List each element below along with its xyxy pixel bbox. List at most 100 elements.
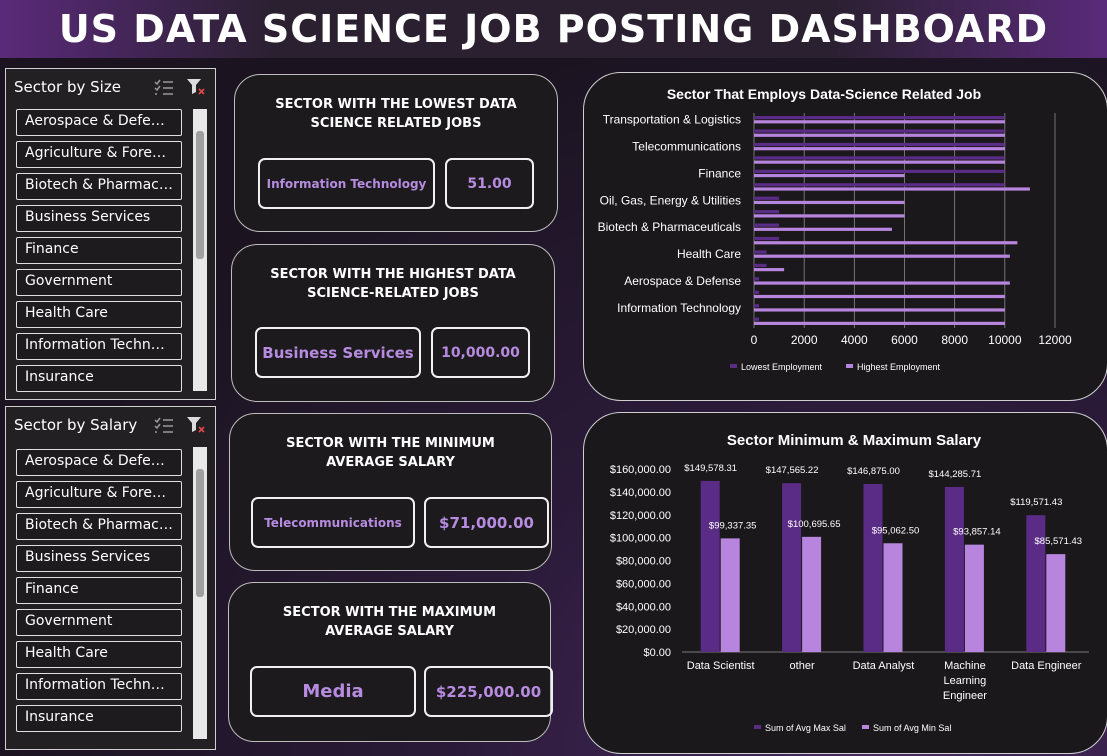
bar-highest-employment xyxy=(754,294,1005,299)
scrollbar-thumb[interactable] xyxy=(196,131,204,259)
legend-swatch-max xyxy=(754,725,761,729)
bar-highest-employment xyxy=(754,200,905,205)
legend-label-min: Sum of Avg Min Sal xyxy=(873,723,951,733)
slicer-item[interactable]: Finance xyxy=(16,577,182,604)
slicer-scrollbar[interactable] xyxy=(193,109,207,391)
clear-filter-icon[interactable] xyxy=(185,415,207,435)
card-max-salary: SECTOR WITH THE MAXIMUM AVERAGE SALARY M… xyxy=(228,582,553,742)
slicer-title: Sector by Salary xyxy=(14,416,138,434)
slicer-item[interactable]: Agriculture & Forestry xyxy=(16,141,182,168)
slicer-item[interactable]: Insurance xyxy=(16,365,182,392)
chart-salary: Sector Minimum & Maximum Salary $0.00 $20,… xyxy=(610,432,1089,733)
legend-swatch-highest xyxy=(846,364,853,368)
bar-lowest-employment xyxy=(754,263,767,268)
x-tick-label: 0 xyxy=(751,333,758,347)
data-label-min: $85,571.43 xyxy=(1035,536,1083,547)
bar-lowest-employment xyxy=(754,290,760,294)
bar-lowest-employment xyxy=(754,317,760,321)
y-category-label: Health Care xyxy=(677,247,741,261)
slicer-item[interactable]: Finance xyxy=(16,237,182,264)
data-label-max: $149,578.31 xyxy=(684,463,737,474)
sector-name-box: Telecommunications xyxy=(251,497,415,548)
slicer-item[interactable]: Information Technology xyxy=(16,673,182,700)
x-tick-label: 6000 xyxy=(891,333,918,347)
card-min-salary: SECTOR WITH THE MINIMUM AVERAGE SALARY T… xyxy=(229,413,552,571)
bar-highest-employment xyxy=(754,214,905,218)
slicer-item[interactable]: Information Technology xyxy=(16,333,182,360)
card-title-line1: SECTOR WITH THE MINIMUM xyxy=(286,436,495,451)
slicer-item[interactable]: Health Care xyxy=(16,641,182,668)
bar-lowest-employment xyxy=(754,183,1005,187)
slicer-sector-by-size: Sector by Size Aerospace & Defense Agricu… xyxy=(5,68,216,400)
slicer-item[interactable]: Biotech & Pharmaceut... xyxy=(16,513,182,540)
slicer-item[interactable]: Government xyxy=(16,609,182,636)
scrollbar-thumb[interactable] xyxy=(196,469,204,597)
multi-select-icon[interactable] xyxy=(153,77,175,97)
slicer-item[interactable]: Government xyxy=(16,269,182,296)
bar-highest-employment xyxy=(754,173,905,178)
data-label-max: $119,571.43 xyxy=(1010,497,1062,508)
slicer-item[interactable]: Health Care xyxy=(16,301,182,328)
data-label-min: $93,857.14 xyxy=(953,527,1001,538)
slicer-item[interactable]: Business Services xyxy=(16,205,182,232)
bar-lowest-employment xyxy=(754,223,780,227)
chart-salary-card: Sector Minimum & Maximum Salary $0.00 $20,… xyxy=(583,412,1107,754)
sector-name-box: Media xyxy=(250,666,416,717)
slicer-scrollbar[interactable] xyxy=(193,447,207,739)
legend-label-max: Sum of Avg Max Sal xyxy=(765,723,846,733)
slicer-item[interactable]: Insurance xyxy=(16,705,182,732)
x-tick-label: 4000 xyxy=(841,333,868,347)
data-label-max: $146,875.00 xyxy=(847,466,900,477)
bar-lowest-employment xyxy=(754,304,760,308)
bar-lowest-employment xyxy=(754,277,760,281)
bar-lowest-employment xyxy=(754,116,1005,120)
slicer-item[interactable]: Aerospace & Defense xyxy=(16,109,182,136)
x-category-label: Data Analyst xyxy=(853,660,915,672)
y-tick-label: $60,000.00 xyxy=(616,578,671,590)
dashboard-title-bar: US DATA SCIENCE JOB POSTING DASHBOARD xyxy=(0,0,1107,58)
bar-highest-employment xyxy=(754,120,1005,124)
x-tick-label: 8000 xyxy=(941,333,968,347)
bar-highest-employment xyxy=(754,308,1005,312)
x-category-label: other xyxy=(790,660,815,672)
bar-avg-max-salary xyxy=(1026,515,1046,652)
bar-avg-min-salary xyxy=(964,544,984,652)
slicer-header: Sector by Salary xyxy=(6,407,215,443)
x-tick-label: 2000 xyxy=(791,333,818,347)
bar-highest-employment xyxy=(754,241,1018,245)
slicer-item[interactable]: Agriculture & Forestry xyxy=(16,481,182,508)
bar-highest-employment xyxy=(754,254,1010,258)
x-category-label: Engineer xyxy=(943,690,987,702)
bar-highest-employment xyxy=(754,281,1010,285)
bar-avg-max-salary xyxy=(944,486,964,652)
legend-label-highest: Highest Employment xyxy=(857,362,941,372)
x-tick-label: 10000 xyxy=(988,333,1022,347)
slicer-item[interactable]: Biotech & Pharmaceut... xyxy=(16,173,182,200)
bar-avg-min-salary xyxy=(802,536,822,652)
bar-lowest-employment xyxy=(754,169,1005,173)
card-title-line2: AVERAGE SALARY xyxy=(326,455,455,470)
card-title-line2: SCIENCE-RELATED JOBS xyxy=(307,286,479,301)
card-title-line1: SECTOR WITH THE HIGHEST DATA xyxy=(270,267,516,282)
bar-avg-min-salary xyxy=(883,543,903,652)
bar-highest-employment xyxy=(754,133,1005,137)
slicer-item[interactable]: Aerospace & Defense xyxy=(16,449,182,476)
x-tick-label: 12000 xyxy=(1038,333,1072,347)
slicer-item[interactable]: Business Services xyxy=(16,545,182,572)
bar-avg-max-salary xyxy=(863,484,883,652)
y-category-label: Transportation & Logistics xyxy=(603,113,741,127)
bar-avg-max-salary xyxy=(782,483,802,652)
chart-employment: Sector That Employs Data-Science Related… xyxy=(598,86,1072,372)
multi-select-icon[interactable] xyxy=(153,415,175,435)
bar-lowest-employment xyxy=(754,250,767,254)
bar-avg-min-salary xyxy=(1046,554,1066,652)
bar-highest-employment xyxy=(754,187,1030,191)
bar-lowest-employment xyxy=(754,156,1005,160)
y-tick-label: $80,000.00 xyxy=(616,556,671,568)
dashboard-title: US DATA SCIENCE JOB POSTING DASHBOARD xyxy=(58,7,1049,51)
bar-highest-employment xyxy=(754,160,1005,164)
bar-highest-employment xyxy=(754,268,785,272)
bar-lowest-employment xyxy=(754,196,780,200)
bar-lowest-employment xyxy=(754,142,1005,147)
clear-filter-icon[interactable] xyxy=(185,77,207,97)
